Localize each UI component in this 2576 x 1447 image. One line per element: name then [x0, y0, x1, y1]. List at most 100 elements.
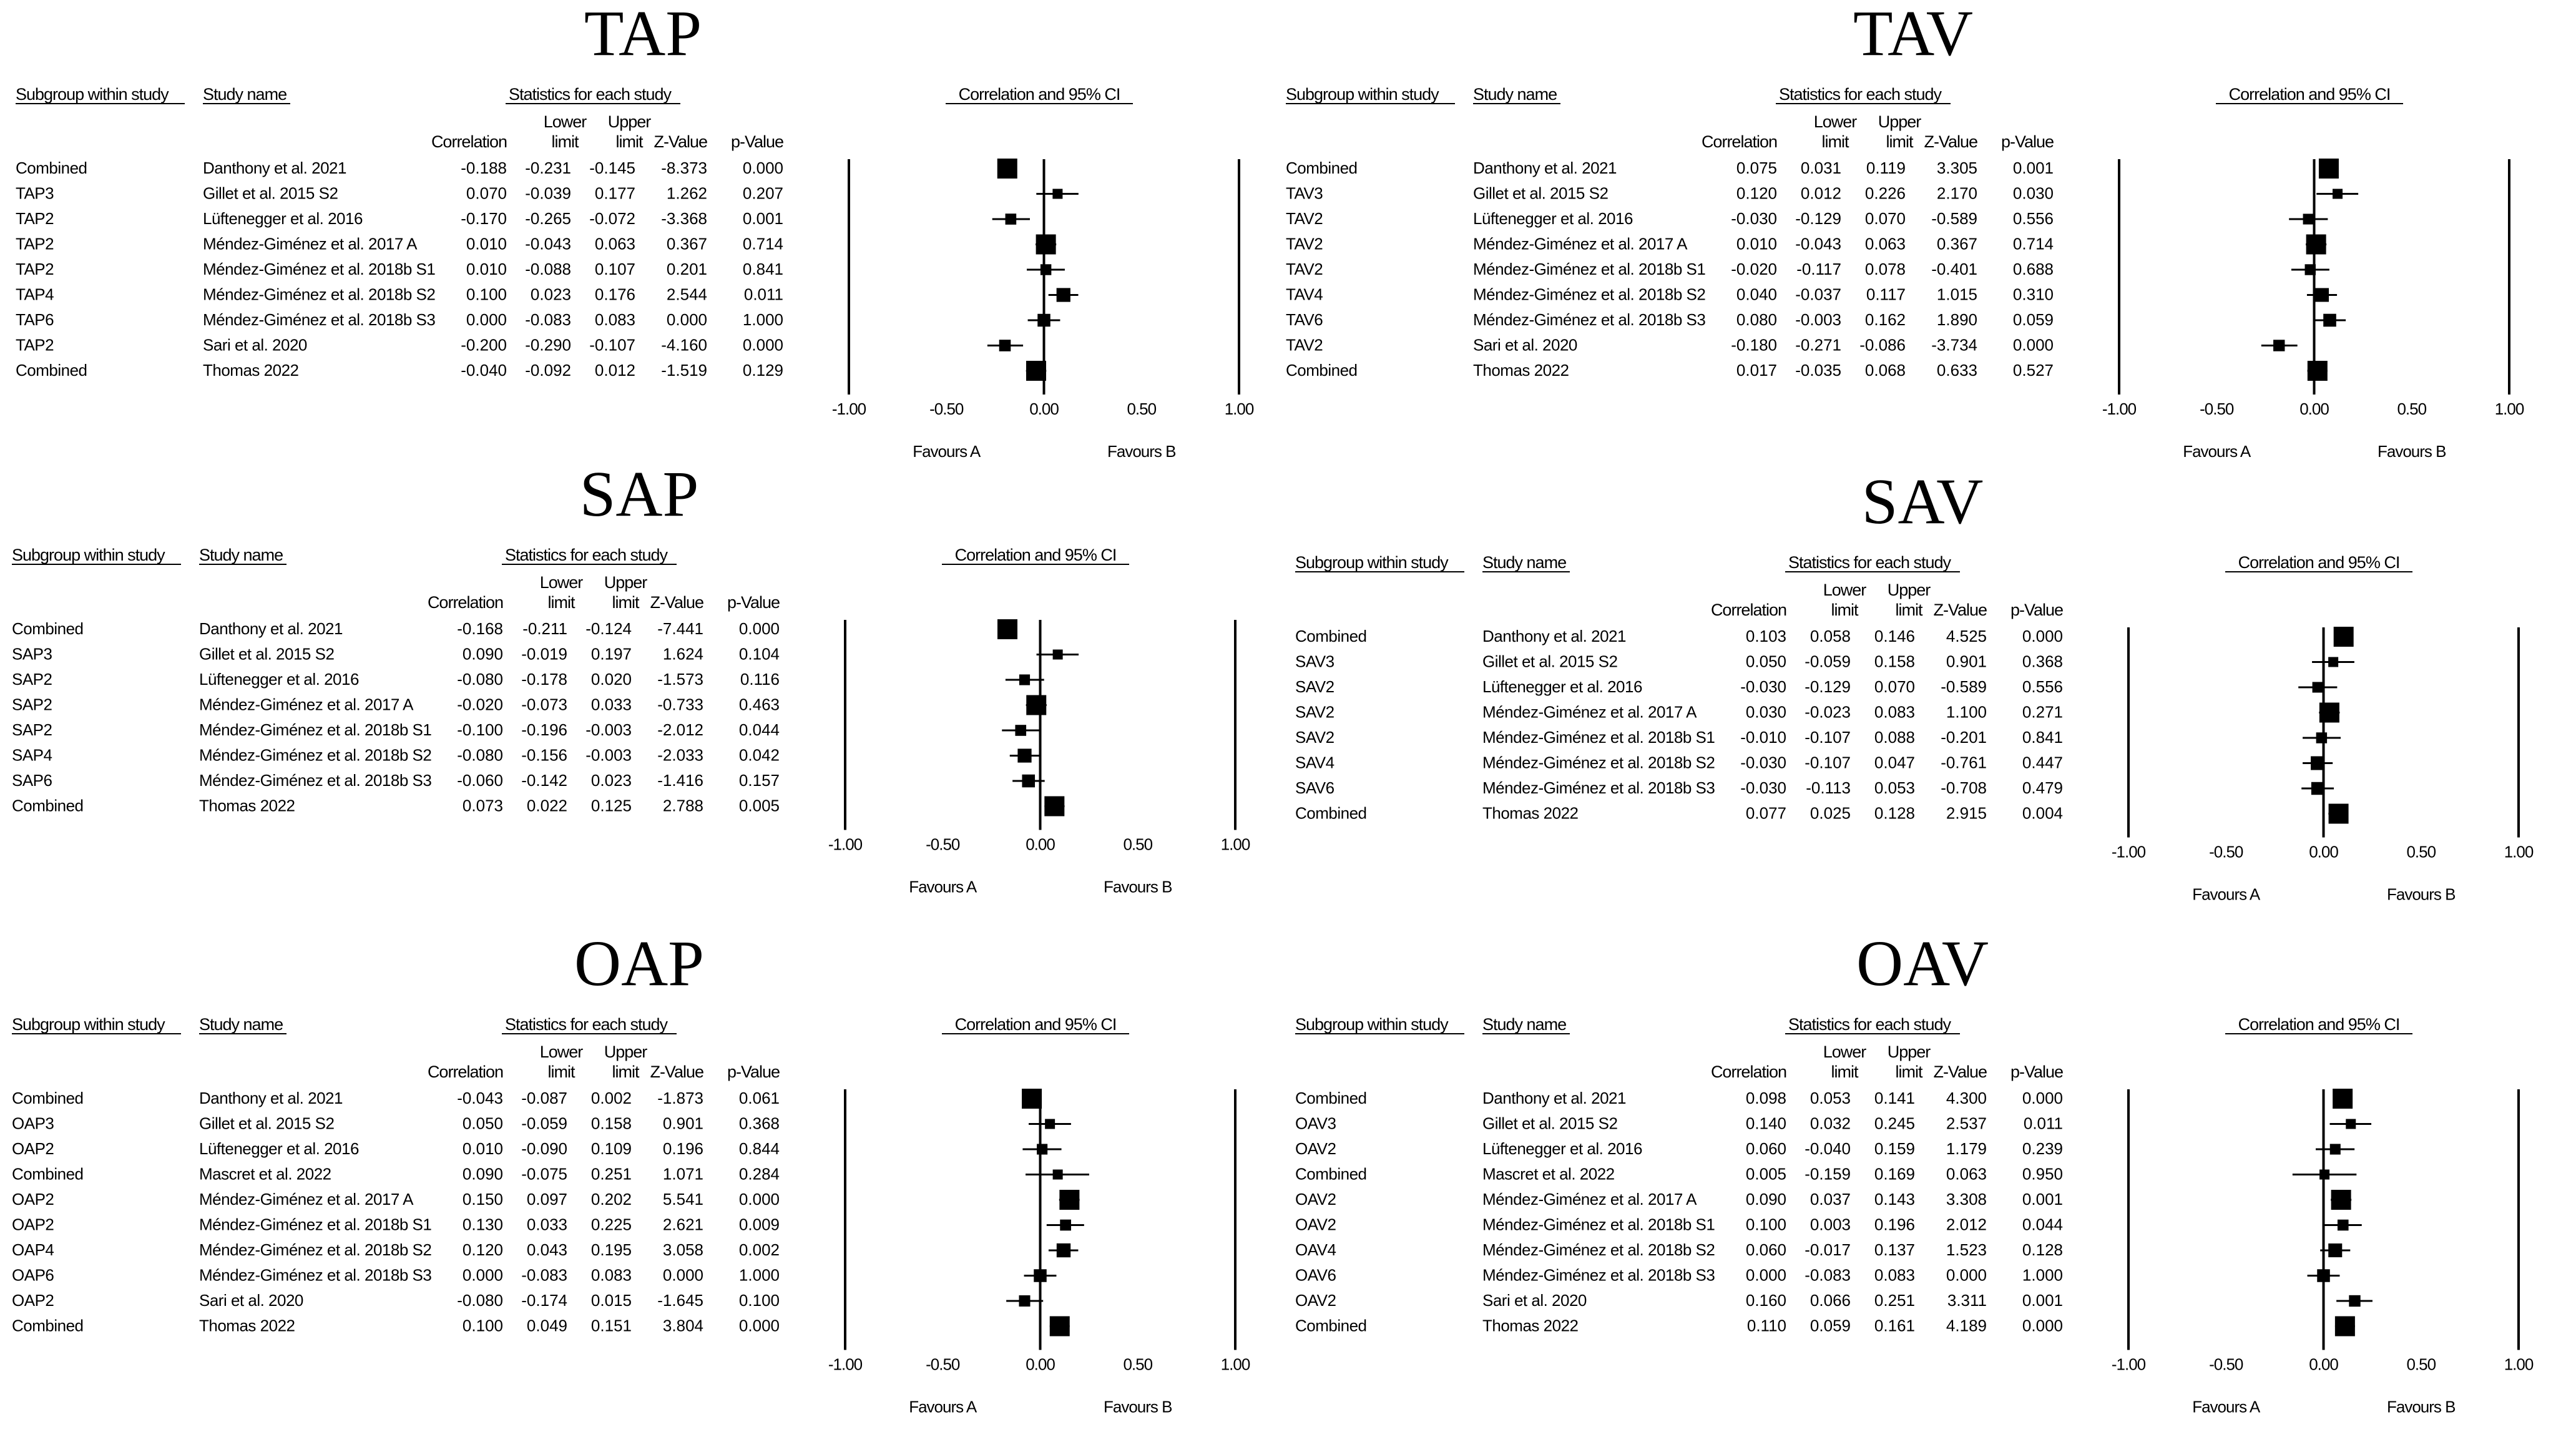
lower-limit-value: 0.022 [527, 797, 567, 815]
study-name: Thomas 2022 [203, 361, 299, 380]
panel-title: OAP [574, 928, 704, 999]
study-row: OAP3 Gillet et al. 2015 S2 0.050 -0.059 0.15… [12, 1114, 1071, 1133]
favours-a-label: Favours A [2192, 1398, 2261, 1416]
x-tick-label: 1.00 [1225, 400, 1254, 418]
study-name: Méndez-Giménez et al. 2018b S2 [1482, 753, 1715, 772]
effect-marker [1017, 748, 1032, 763]
upper-limit-value: 0.251 [1874, 1291, 1915, 1310]
z-value: -3.734 [1931, 336, 1977, 355]
lower-limit-value: 0.033 [527, 1215, 567, 1234]
z-value: 3.308 [1946, 1190, 1987, 1209]
header-lower: Lower [540, 1042, 584, 1061]
subgroup-label: Combined [1286, 361, 1358, 380]
p-value: 0.714 [743, 235, 783, 253]
lower-limit-value: -0.142 [521, 771, 567, 790]
effect-marker [2333, 1089, 2353, 1109]
subgroup-label: OAP2 [12, 1215, 54, 1234]
correlation-value: 0.080 [1736, 310, 1777, 329]
lower-limit-value: -0.156 [521, 746, 567, 765]
study-row: Combined Thomas 2022 0.017 -0.035 0.068 0.633… [1286, 361, 2328, 381]
study-row: Combined Danthony et al. 2021 -0.043 -0.087… [12, 1089, 1042, 1109]
p-value: 0.001 [2022, 1291, 2063, 1310]
study-row: TAP2 Lüftenegger et al. 2016 -0.170 -0.265-… [16, 209, 1030, 228]
z-value: 2.170 [1937, 184, 1977, 203]
p-value: 0.129 [743, 361, 783, 380]
header-subgroup: Subgroup within study [1295, 1015, 1449, 1034]
x-tick-label: -1.00 [2102, 400, 2137, 418]
study-row: OAV6 Méndez-Giménez et al. 2018b S3 0.000-… [1295, 1266, 2340, 1285]
study-row: OAP2 Sari et al. 2020 -0.080 -0.174 0.015 -1.… [12, 1291, 1044, 1310]
study-name: Méndez-Giménez et al. 2018b S3 [199, 771, 431, 790]
effect-marker [1005, 213, 1017, 225]
effect-marker [2333, 189, 2343, 199]
study-name: Mascret et al. 2022 [1482, 1165, 1615, 1184]
lower-limit-value: -0.107 [1805, 753, 1851, 772]
effect-marker [1026, 695, 1047, 715]
z-value: -1.519 [661, 361, 707, 380]
lower-limit-value: -0.211 [522, 619, 567, 638]
p-value: 0.284 [739, 1165, 780, 1184]
study-row: SAP2 Méndez-Giménez et al. 2017 A -0.020 -0… [12, 695, 1047, 715]
header-lower: limit [548, 1062, 575, 1081]
correlation-value: -0.040 [461, 361, 507, 380]
favours-b-label: Favours B [1107, 442, 1176, 461]
lower-limit-value: -0.017 [1805, 1240, 1851, 1259]
effect-marker [2273, 340, 2285, 351]
upper-limit-value: 0.088 [1874, 728, 1915, 747]
upper-limit-value: 0.197 [591, 645, 632, 664]
header-subgroup: Subgroup within study [12, 1015, 165, 1034]
upper-limit-value: 0.151 [591, 1317, 632, 1335]
study-name: Gillet et al. 2015 S2 [199, 645, 334, 664]
upper-limit-value: 0.015 [591, 1291, 632, 1310]
subgroup-label: SAV3 [1295, 652, 1335, 671]
effect-marker [2312, 682, 2323, 693]
lower-limit-value: 0.023 [531, 285, 571, 304]
lower-limit-value: -0.019 [521, 645, 567, 664]
correlation-value: -0.080 [457, 670, 503, 689]
study-row: SAP2 Méndez-Giménez et al. 2018b S1 -0.100… [12, 720, 1040, 739]
header-ci: Correlation and 95% CI [2229, 85, 2391, 104]
upper-limit-value: -0.003 [585, 720, 632, 739]
p-value: 0.128 [2022, 1240, 2063, 1259]
x-tick-label: -0.50 [2209, 843, 2243, 861]
study-name: Lüftenegger et al. 2016 [1473, 209, 1633, 228]
header-correlation: Correlation [1711, 601, 1786, 619]
header-statistics: Statistics for each study [1788, 553, 1952, 572]
upper-limit-value: 0.053 [1874, 778, 1915, 797]
effect-marker [2317, 1269, 2330, 1282]
header-upper: limit [612, 1062, 640, 1081]
favours-a-label: Favours A [909, 1398, 977, 1416]
z-value: 0.063 [1946, 1165, 1987, 1184]
header-lower: limit [1831, 1062, 1859, 1081]
z-value: -2.033 [657, 746, 703, 765]
study-name: Lüftenegger et al. 2016 [199, 670, 359, 689]
subgroup-label: Combined [16, 361, 87, 380]
upper-limit-value: 0.169 [1874, 1165, 1915, 1184]
subgroup-label: TAP6 [16, 310, 54, 329]
study-name: Méndez-Giménez et al. 2017 A [1482, 1190, 1697, 1209]
upper-limit-value: 0.202 [591, 1190, 632, 1209]
subgroup-label: TAV2 [1286, 336, 1323, 355]
effect-marker [2328, 803, 2349, 824]
z-value: -1.573 [657, 670, 703, 689]
lower-limit-value: 0.003 [1810, 1215, 1851, 1234]
effect-marker [1034, 1269, 1047, 1282]
upper-limit-value: 0.070 [1874, 677, 1915, 696]
z-value: 0.633 [1937, 361, 1977, 380]
correlation-value: 0.000 [463, 1266, 503, 1285]
correlation-value: 0.100 [1746, 1215, 1786, 1234]
correlation-value: -0.080 [457, 1291, 503, 1310]
panel-title: OAV [1856, 928, 1989, 999]
z-value: 2.537 [1946, 1114, 1987, 1133]
header-subgroup: Subgroup within study [1286, 85, 1439, 104]
subgroup-label: OAP2 [12, 1291, 54, 1310]
study-name: Méndez-Giménez et al. 2017 A [1473, 235, 1688, 253]
study-row: SAV2 Méndez-Giménez et al. 2017 A 0.030 -0.… [1295, 702, 2340, 723]
lower-limit-value: -0.265 [525, 209, 571, 228]
lower-limit-value: -0.073 [521, 695, 567, 714]
p-value: 0.059 [2013, 310, 2054, 329]
study-name: Méndez-Giménez et al. 2017 A [199, 1190, 414, 1209]
study-name: Mascret et al. 2022 [199, 1165, 331, 1184]
z-value: -1.873 [657, 1089, 703, 1107]
correlation-value: 0.100 [466, 285, 507, 304]
